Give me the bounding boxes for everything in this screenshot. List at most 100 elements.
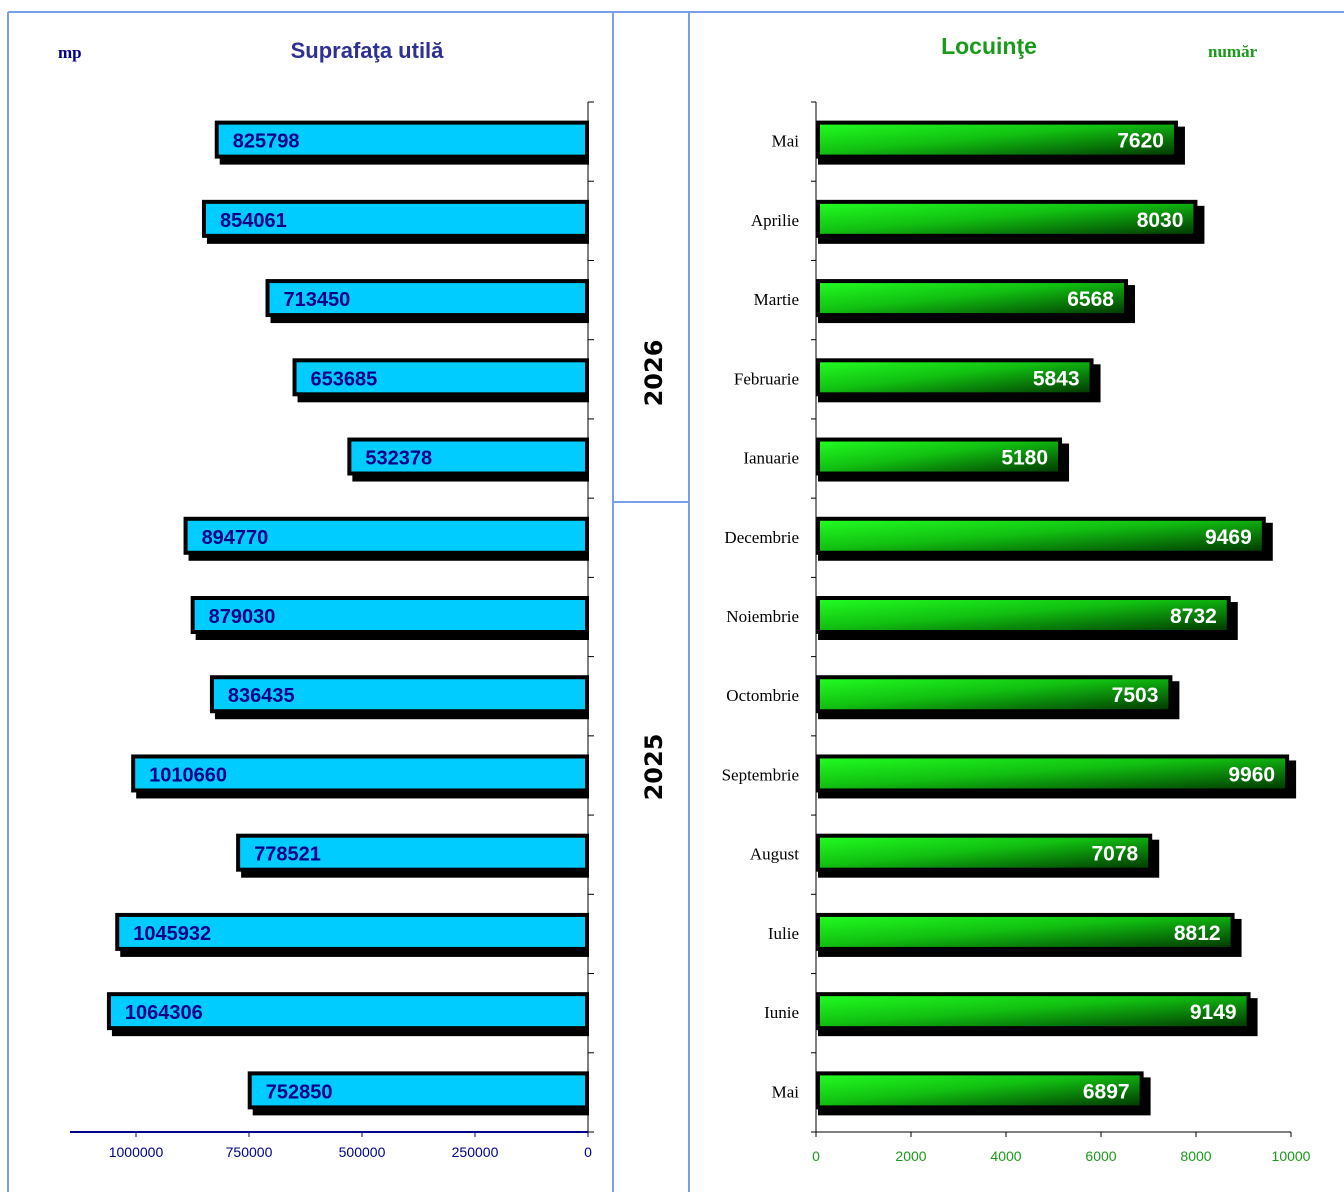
right-bar-value: 7503 xyxy=(1112,684,1159,707)
left-bar-7: 836435 xyxy=(209,675,590,720)
left-x-tick-label: 0 xyxy=(584,1144,592,1160)
right-category-label: Decembrie xyxy=(724,528,799,547)
right-bar-fill xyxy=(816,516,1266,555)
right-bar-12: 6897 Mai xyxy=(772,1071,1151,1116)
left-bar-value: 825798 xyxy=(233,131,300,153)
left-bar-6: 879030 xyxy=(190,596,589,640)
right-bar-value: 7078 xyxy=(1091,843,1138,866)
right-bar-10: 8812 Iulie xyxy=(768,912,1242,957)
right-bar-fill xyxy=(816,199,1198,238)
right-category-label: Septembrie xyxy=(722,765,799,784)
right-bar-fill xyxy=(816,675,1173,714)
right-bar-value: 6897 xyxy=(1083,1080,1130,1103)
right-bar-8: 9960 Septembrie xyxy=(722,754,1297,799)
left-bar-12: 752850 xyxy=(247,1071,590,1116)
right-category-label: Martie xyxy=(754,290,799,309)
right-bar-value: 9469 xyxy=(1205,526,1252,549)
right-category-label: Octombrie xyxy=(726,686,799,705)
right-category-label: Iunie xyxy=(764,1003,799,1022)
left-bar-fill xyxy=(265,279,589,318)
right-bar-5: 9469 Decembrie xyxy=(724,516,1273,561)
left-bar-value: 752850 xyxy=(266,1081,333,1103)
right-bar-1: 8030 Aprilie xyxy=(751,199,1205,244)
left-bar-fill xyxy=(201,199,590,238)
right-category-label: Mai xyxy=(772,1082,800,1101)
right-bar-fill xyxy=(816,754,1290,793)
right-chart-title: Locuinţe xyxy=(941,33,1037,59)
left-bar-value: 653685 xyxy=(311,368,378,390)
left-bar-value: 532378 xyxy=(365,448,432,470)
right-bar-value: 7620 xyxy=(1117,130,1164,153)
right-bar-4: 5180 Ianuarie xyxy=(743,437,1070,482)
right-bar-2: 6568 Martie xyxy=(754,279,1135,324)
left-bar-value: 778521 xyxy=(254,844,321,866)
left-bar-10: 1045932 xyxy=(115,912,589,957)
left-bar-4: 532378 xyxy=(347,437,589,482)
right-x-tick-label: 0 xyxy=(812,1148,820,1164)
right-x-tick-label: 6000 xyxy=(1085,1148,1116,1164)
left-bar-fill xyxy=(292,358,589,397)
right-bar-6: 8732 Noiembrie xyxy=(726,596,1238,640)
left-bar-value: 1010660 xyxy=(149,764,227,786)
left-bar-value: 854061 xyxy=(220,210,287,232)
left-x-tick-label: 500000 xyxy=(339,1144,386,1160)
right-bar-fill xyxy=(816,120,1178,159)
year-label-upper: 2026 xyxy=(640,340,668,407)
right-bar-11: 9149 Iunie xyxy=(764,992,1258,1037)
right-category-label: August xyxy=(750,845,799,864)
left-bar-value: 1064306 xyxy=(125,1002,203,1024)
left-bar-0: 825798 xyxy=(214,120,589,165)
right-bar-fill xyxy=(816,279,1128,318)
right-bar-value: 5180 xyxy=(1001,447,1048,470)
left-x-tick-label: 1000000 xyxy=(109,1144,164,1160)
right-category-label: Februarie xyxy=(734,369,799,388)
right-bar-value: 8812 xyxy=(1174,922,1221,945)
left-bar-value: 1045932 xyxy=(133,923,211,945)
right-bar-value: 8732 xyxy=(1170,605,1217,628)
right-bar-7: 7503 Octombrie xyxy=(726,675,1180,720)
right-bar-value: 5843 xyxy=(1033,367,1080,390)
right-bar-0: 7620 Mai xyxy=(772,120,1185,165)
left-bar-fill xyxy=(347,437,589,476)
right-category-label: Mai xyxy=(772,132,800,151)
left-bar-chart: 1000000 750000 500000 250000 0 825798 854061 71… xyxy=(70,101,594,1160)
right-bar-fill xyxy=(816,912,1235,951)
left-bar-fill xyxy=(209,675,590,714)
left-bar-8: 1010660 xyxy=(131,754,590,799)
right-x-tick-label: 2000 xyxy=(895,1148,926,1164)
right-bar-fill xyxy=(816,833,1153,872)
right-category-label: Aprilie xyxy=(751,211,799,230)
right-bar-3: 5843 Februarie xyxy=(734,358,1101,403)
left-bar-5: 894770 xyxy=(183,516,589,561)
left-chart-title: Suprafaţa utilă xyxy=(291,38,445,63)
left-bar-2: 713450 xyxy=(265,279,589,324)
right-category-label: Ianuarie xyxy=(743,449,799,468)
left-bar-fill xyxy=(190,596,589,634)
right-bar-fill xyxy=(816,358,1094,397)
right-bar-fill xyxy=(816,596,1231,634)
year-label-lower: 2025 xyxy=(640,734,668,801)
panel-frame xyxy=(7,11,1344,1192)
left-bar-fill xyxy=(247,1071,590,1110)
left-unit-label: mp xyxy=(58,43,82,62)
left-bar-1: 854061 xyxy=(201,199,590,244)
right-x-tick-label: 8000 xyxy=(1180,1148,1211,1164)
left-bar-fill xyxy=(236,833,589,872)
left-bar-9: 778521 xyxy=(236,833,589,878)
right-bar-fill xyxy=(816,1071,1144,1110)
right-x-tick-label: 10000 xyxy=(1272,1148,1311,1164)
right-bar-chart: 0 2000 4000 6000 8000 10000 7620 Mai 8030 Aprilie… xyxy=(722,101,1311,1164)
right-bar-value: 9149 xyxy=(1190,1001,1237,1024)
right-bar-value: 8030 xyxy=(1137,209,1184,232)
right-bar-value: 9960 xyxy=(1228,763,1275,786)
left-bar-value: 894770 xyxy=(202,527,269,549)
right-category-label: Iulie xyxy=(768,924,799,943)
left-bar-11: 1064306 xyxy=(106,992,589,1037)
right-bar-9: 7078 August xyxy=(750,833,1160,878)
right-category-label: Noiembrie xyxy=(726,607,799,626)
left-bar-fill xyxy=(115,912,589,951)
left-bar-3: 653685 xyxy=(292,358,589,403)
left-bar-value: 836435 xyxy=(228,685,295,707)
right-x-tick-label: 4000 xyxy=(990,1148,1021,1164)
